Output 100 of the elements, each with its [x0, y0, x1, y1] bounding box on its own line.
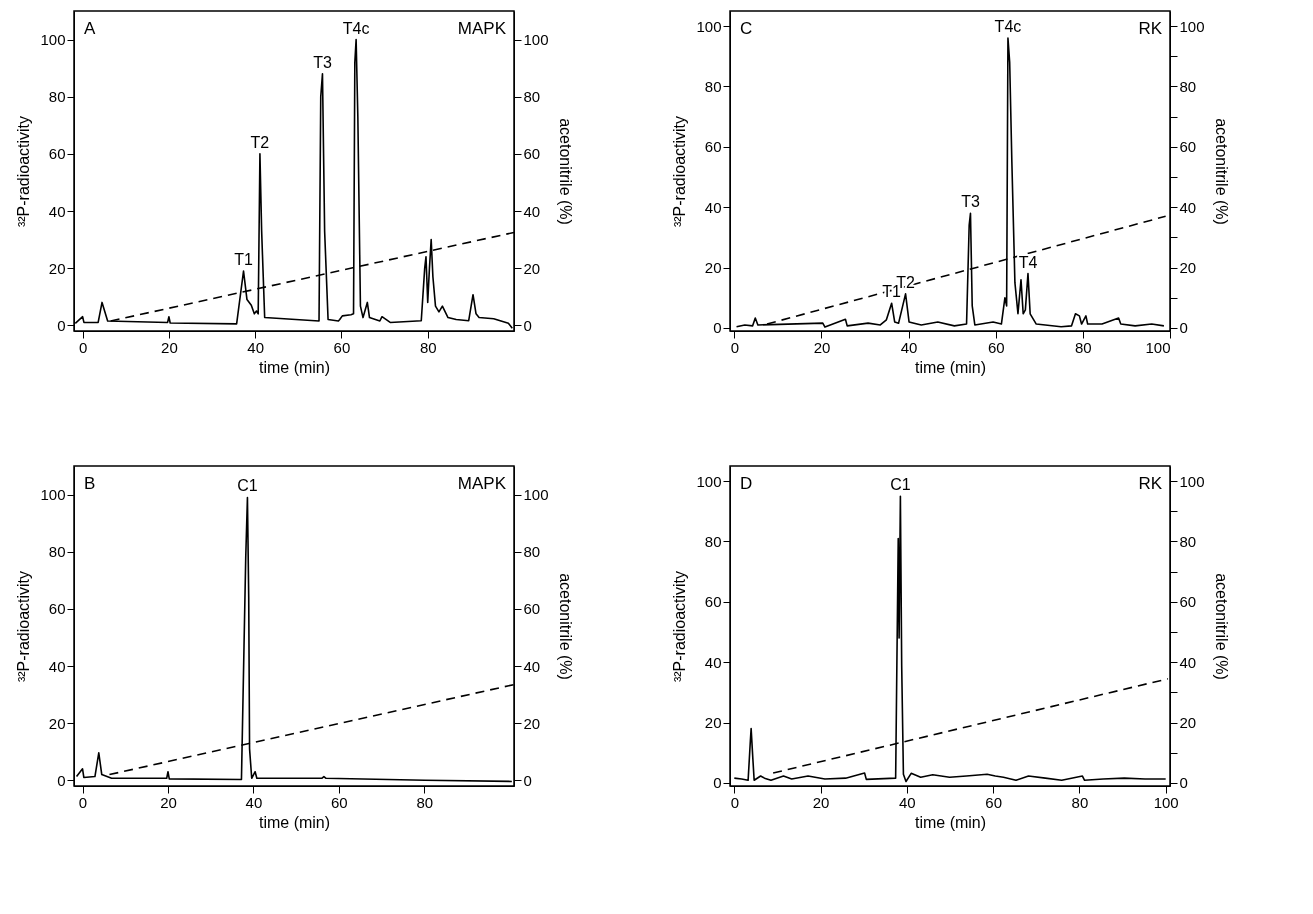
y2-tick-label: 0 — [523, 316, 532, 334]
x-tick-label: 60 — [333, 338, 351, 356]
y2-tick-label: 0 — [1179, 319, 1188, 337]
x-tick-label: 100 — [1153, 793, 1179, 811]
y2-tick-label: 80 — [523, 88, 541, 106]
y2-tick-label: 60 — [1179, 593, 1197, 611]
y2-tick-label: 60 — [523, 600, 541, 618]
y2-axis-title: acetonitrile (%) — [556, 118, 574, 225]
y-tick-label: 80 — [704, 532, 722, 550]
y2-axis-title: acetonitrile (%) — [1212, 573, 1230, 680]
y2-axis-title: acetonitrile (%) — [1212, 118, 1230, 225]
x-tick-label: 80 — [1071, 793, 1089, 811]
y-tick-label: 40 — [704, 198, 722, 216]
x-tick-label: 0 — [78, 793, 88, 811]
y2-tick-label: 60 — [1179, 138, 1197, 156]
y-tick-label: 100 — [40, 486, 66, 504]
y2-tick-label: 40 — [523, 202, 541, 220]
x-tick-label: 0 — [730, 338, 740, 356]
y2-tick-label: 20 — [523, 714, 541, 732]
y2-axis-title: acetonitrile (%) — [556, 573, 574, 680]
y-tick-label: 20 — [704, 259, 722, 277]
y2-tick-label: 100 — [1179, 472, 1205, 490]
y-tick-label: 100 — [696, 472, 722, 490]
y-tick-label: 40 — [48, 202, 66, 220]
text: RK — [1138, 19, 1163, 38]
x-axis-title: time (min) — [258, 813, 331, 831]
text: C — [740, 19, 753, 38]
chart-subtitle: MAPK — [457, 19, 507, 38]
y-tick-label: 20 — [48, 714, 66, 732]
x-axis-title: time (min) — [914, 813, 987, 831]
y2-tick-label: 0 — [523, 771, 532, 789]
y-axis-title: ³²P-radioactivity — [15, 115, 33, 228]
y2-tick-label: 100 — [1179, 17, 1205, 35]
x-tick-label: 0 — [78, 338, 88, 356]
y2-tick-label: 20 — [1179, 714, 1197, 732]
annotation: T3 — [313, 53, 332, 71]
y2-tick-label: 40 — [523, 657, 541, 675]
y-tick-label: 0 — [57, 316, 66, 334]
annotation: T4 — [1018, 253, 1038, 271]
x-tick-label: 0 — [730, 793, 739, 811]
y-tick-label: 0 — [713, 774, 722, 792]
y2-tick-label: 0 — [1179, 774, 1188, 792]
x-tick-label: 40 — [247, 338, 265, 356]
chart-title: B — [84, 474, 96, 493]
y-tick-label: 80 — [704, 77, 722, 95]
y2-tick-label: 60 — [523, 145, 541, 163]
x-tick-label: 80 — [419, 338, 437, 356]
annotation: T4c — [994, 18, 1022, 36]
x-tick-label: 40 — [900, 338, 918, 356]
text: D — [740, 474, 753, 493]
x-tick-label: 40 — [245, 793, 263, 811]
y2-tick-label: 100 — [523, 486, 549, 504]
y-tick-label: 0 — [57, 771, 66, 789]
y-tick-label: 60 — [48, 145, 66, 163]
line-series — [735, 37, 1165, 328]
y-tick-label: 80 — [48, 543, 66, 561]
x-tick-label: 20 — [813, 338, 831, 356]
annotation: T3 — [961, 193, 980, 211]
x-tick-label: 60 — [331, 793, 348, 811]
x-tick-label: 100 — [1145, 338, 1171, 356]
y-tick-label: 60 — [48, 600, 66, 618]
x-tick-label: 20 — [812, 793, 830, 811]
y2-tick-label: 20 — [1179, 259, 1197, 277]
annotation: T1 — [234, 251, 253, 268]
y2-tick-label: 80 — [1179, 77, 1197, 95]
x-tick-label: 80 — [416, 793, 434, 811]
y2-tick-label: 20 — [523, 259, 541, 277]
annotation: C1 — [890, 476, 911, 494]
y-axis-title: ³²P-radioactivity — [671, 570, 689, 683]
y2-tick-label: 40 — [1179, 198, 1197, 216]
y2-tick-label: 40 — [1179, 653, 1197, 671]
y-tick-label: 100 — [40, 31, 66, 49]
y-tick-label: 60 — [704, 593, 722, 611]
x-axis-title: time (min) — [914, 358, 987, 376]
y-tick-label: 20 — [48, 259, 66, 277]
y-tick-label: 60 — [704, 138, 722, 156]
chart-title: A — [84, 19, 96, 38]
y-tick-label: 20 — [704, 714, 722, 732]
line-series — [733, 495, 1167, 783]
y2-tick-label: 80 — [523, 543, 541, 561]
y-tick-label: 100 — [696, 17, 722, 35]
x-axis-title: time (min) — [258, 358, 331, 376]
y-tick-label: 40 — [704, 653, 722, 671]
x-tick-label: 40 — [899, 793, 916, 811]
y-axis-title: ³²P-radioactivity — [15, 570, 33, 683]
annotation: C1 — [237, 477, 258, 495]
x-tick-label: 80 — [1075, 338, 1092, 356]
y2-tick-label: 100 — [523, 31, 549, 49]
chart-subtitle: MAPK — [457, 474, 507, 493]
y-tick-label: 40 — [48, 657, 66, 675]
y-axis-title: ³²P-radioactivity — [671, 115, 689, 228]
y-tick-label: 0 — [713, 319, 722, 337]
annotation: T4c — [342, 19, 370, 37]
x-tick-label: 60 — [985, 793, 1002, 811]
x-tick-label: 60 — [987, 338, 1005, 356]
text: RK — [1138, 474, 1163, 493]
y2-tick-label: 80 — [1179, 532, 1197, 550]
annotation: T2 — [250, 133, 270, 151]
x-tick-label: 20 — [161, 338, 178, 356]
x-tick-label: 20 — [160, 793, 177, 811]
